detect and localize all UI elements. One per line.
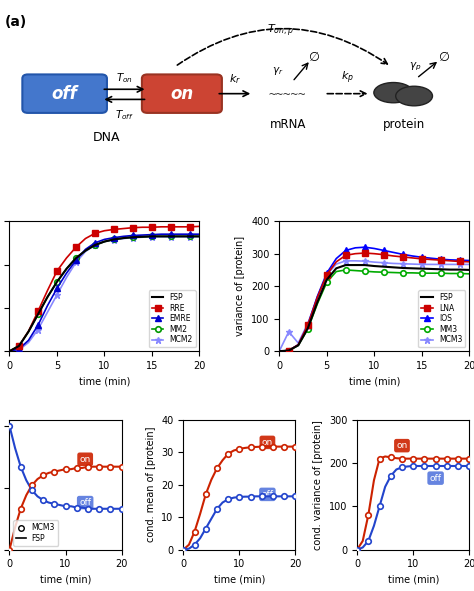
Ellipse shape — [396, 86, 432, 106]
Y-axis label: cond. mean of [protein]: cond. mean of [protein] — [146, 427, 155, 543]
Text: $\gamma_p$: $\gamma_p$ — [409, 60, 421, 73]
Text: mRNA: mRNA — [269, 118, 306, 131]
Legend: FSP, RRE, EMRE, MM2, MCM2: FSP, RRE, EMRE, MM2, MCM2 — [149, 290, 196, 348]
Text: DNA: DNA — [92, 131, 120, 144]
Text: $T_{on,p}$: $T_{on,p}$ — [267, 23, 294, 40]
Text: ~~~~~: ~~~~~ — [269, 88, 306, 101]
X-axis label: time (min): time (min) — [214, 575, 265, 585]
Text: off: off — [261, 490, 273, 499]
Text: $\gamma_r$: $\gamma_r$ — [272, 65, 283, 77]
Text: on: on — [80, 454, 91, 464]
Text: $T_{on}$: $T_{on}$ — [116, 71, 133, 85]
FancyBboxPatch shape — [22, 74, 107, 113]
Text: $k_r$: $k_r$ — [229, 73, 241, 86]
Text: on: on — [170, 85, 193, 103]
Text: off: off — [429, 473, 442, 483]
Text: protein: protein — [383, 118, 425, 131]
Text: $T_{off}$: $T_{off}$ — [115, 108, 134, 122]
X-axis label: time (min): time (min) — [388, 575, 439, 585]
X-axis label: time (min): time (min) — [348, 376, 400, 387]
Y-axis label: cond. variance of [protein]: cond. variance of [protein] — [313, 420, 323, 550]
X-axis label: time (min): time (min) — [40, 575, 91, 585]
Text: off: off — [52, 85, 78, 103]
Text: on: on — [262, 438, 273, 447]
Text: $\varnothing$: $\varnothing$ — [438, 50, 450, 64]
X-axis label: time (min): time (min) — [79, 376, 130, 387]
Text: $k_p$: $k_p$ — [341, 70, 354, 86]
FancyBboxPatch shape — [142, 74, 222, 113]
Text: $\varnothing$: $\varnothing$ — [308, 50, 320, 64]
Legend: FSP, LNA, IOS, MM3, MCM3: FSP, LNA, IOS, MM3, MCM3 — [419, 290, 465, 348]
Legend: MCM3, FSP: MCM3, FSP — [13, 520, 58, 546]
Text: on: on — [396, 441, 408, 450]
Y-axis label: variance of [protein]: variance of [protein] — [236, 236, 246, 336]
Ellipse shape — [374, 83, 413, 103]
Text: off: off — [79, 498, 91, 507]
Text: (a): (a) — [5, 15, 27, 29]
